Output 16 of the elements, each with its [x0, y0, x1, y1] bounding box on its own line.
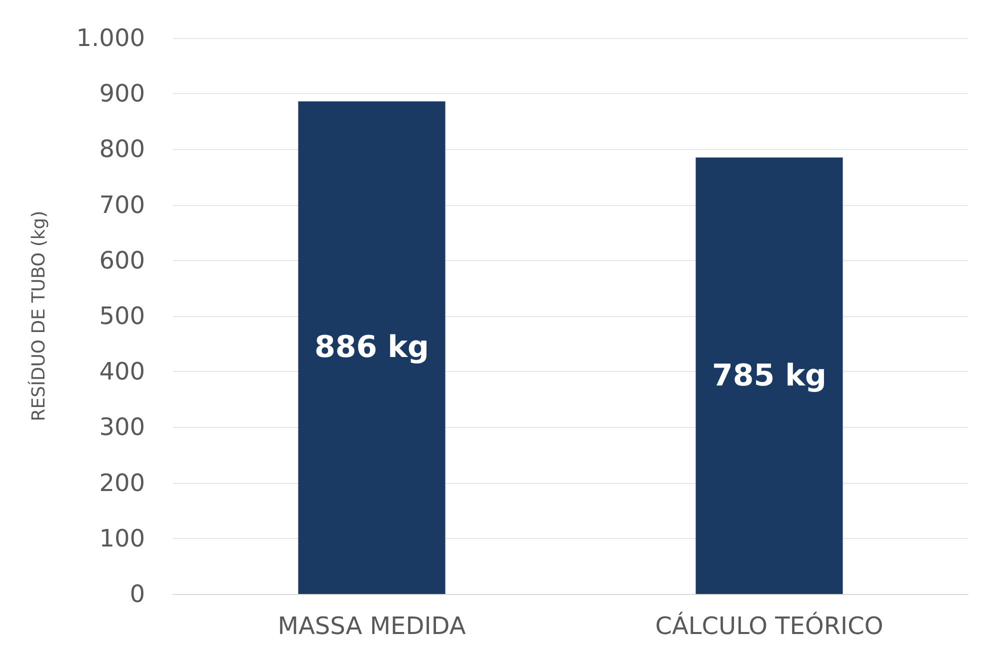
data-label: 886 kg: [314, 330, 429, 366]
y-axis-title: RESÍDUO DE TUBO (kg): [28, 210, 50, 422]
y-tick-label: 400: [99, 358, 145, 386]
data-label: 785 kg: [712, 358, 826, 394]
x-tick-label: MASSA MEDIDA: [278, 612, 466, 640]
y-tick-label: 700: [99, 190, 145, 219]
y-tick-label: 900: [99, 80, 145, 108]
y-tick-label: 100: [99, 524, 145, 552]
y-tick-label: 200: [99, 468, 145, 497]
y-tick-label: 0: [130, 580, 145, 608]
y-tick-label: 800: [99, 135, 145, 164]
x-tick-label: CÁLCULO TEÓRICO: [655, 611, 884, 640]
y-tick-label: 1.000: [76, 24, 145, 52]
y-tick-label: 600: [99, 246, 145, 274]
y-tick-label: 500: [99, 302, 145, 330]
y-tick-label: 300: [99, 413, 145, 442]
